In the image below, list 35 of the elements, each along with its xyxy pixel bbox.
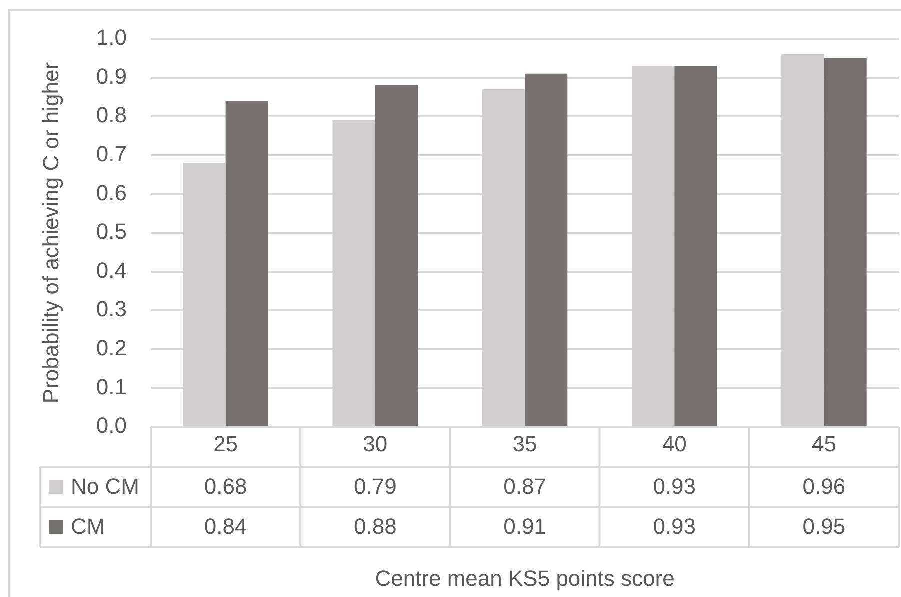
data-label: 0.87 — [504, 474, 546, 500]
y-tick-label: 0.0 — [96, 413, 127, 438]
y-tick-label: 0.2 — [96, 335, 127, 360]
bar — [375, 86, 418, 426]
bar — [824, 58, 867, 426]
legend-label: CM — [71, 514, 106, 540]
data-label: 0.88 — [354, 514, 397, 540]
data-label: 0.93 — [653, 514, 696, 540]
y-tick-label: 0.4 — [96, 258, 127, 283]
x-tick-label: 40 — [662, 431, 687, 456]
y-axis-title: Probability of achieving C or higher — [38, 62, 64, 404]
legend-label: No CM — [71, 474, 140, 500]
data-label: 0.95 — [802, 514, 846, 540]
data-label: 0.68 — [204, 474, 248, 500]
bar — [226, 101, 268, 426]
y-tick-label: 0.8 — [96, 102, 127, 128]
x-tick-label: 25 — [214, 431, 238, 456]
data-label: 0.79 — [354, 474, 397, 500]
x-tick-label: 45 — [812, 431, 836, 456]
bar — [525, 74, 568, 426]
y-tick-label: 0.5 — [96, 219, 127, 244]
data-label: 0.93 — [653, 474, 696, 500]
data-label: 0.96 — [802, 474, 846, 500]
data-label: 0.91 — [504, 514, 546, 540]
bar — [674, 66, 718, 426]
y-tick-label: 0.1 — [96, 374, 127, 400]
y-tick-label: 0.3 — [96, 296, 127, 322]
x-tick-label: 30 — [363, 431, 388, 456]
y-tick-label: 0.7 — [96, 141, 127, 166]
y-tick-label: 1.0 — [96, 25, 127, 50]
x-axis-title: Centre mean KS5 points score — [375, 566, 675, 591]
x-tick-label: 35 — [512, 431, 538, 456]
y-tick-label: 0.9 — [96, 64, 127, 89]
data-label: 0.84 — [204, 514, 248, 540]
y-tick-label: 0.6 — [96, 180, 127, 206]
